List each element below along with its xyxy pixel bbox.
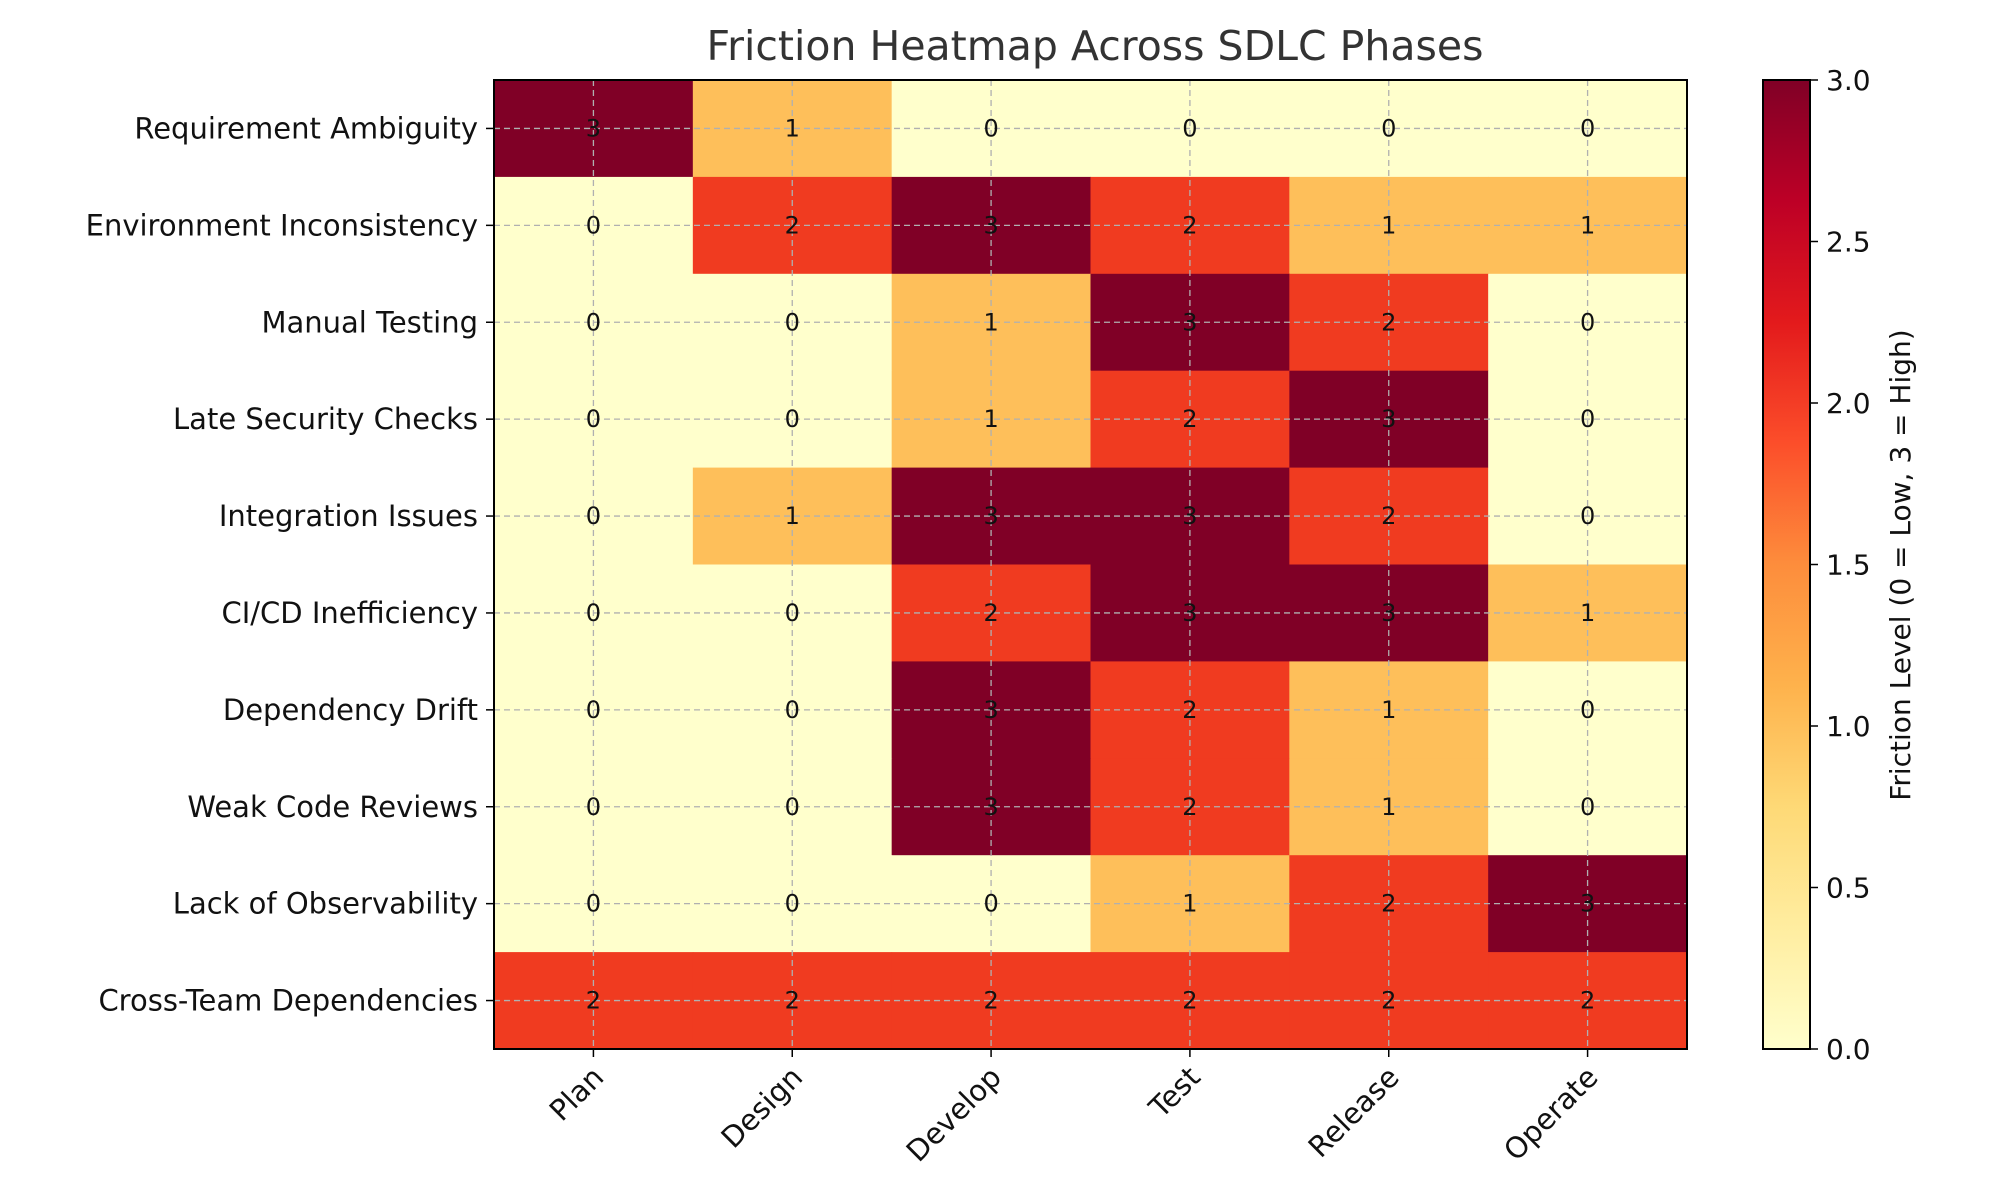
cell-value: 0 bbox=[1580, 793, 1595, 821]
cell-value: 1 bbox=[1381, 793, 1396, 821]
y-tick-label: Lack of Observability bbox=[173, 887, 478, 921]
colorbar-tick-label: 1.5 bbox=[1826, 549, 1871, 582]
y-tick-label: Dependency Drift bbox=[223, 693, 478, 727]
cell-value: 0 bbox=[785, 793, 800, 821]
cell-value: 3 bbox=[1381, 599, 1396, 627]
cell-value: 1 bbox=[1580, 211, 1595, 239]
x-tick-label: Operate bbox=[1497, 1060, 1604, 1167]
y-tick-label: Environment Inconsistency bbox=[86, 208, 478, 242]
y-axis: Requirement Ambiguity Environment Inconsi… bbox=[86, 111, 494, 1018]
cell-value: 0 bbox=[1381, 114, 1396, 142]
cell-value: 2 bbox=[1182, 211, 1197, 239]
colorbar-gradient bbox=[1762, 79, 1811, 1050]
cell-value: 3 bbox=[983, 502, 998, 530]
cell-value: 3 bbox=[1580, 890, 1595, 918]
cell-value: 2 bbox=[586, 987, 601, 1015]
y-tick-label: Requirement Ambiguity bbox=[134, 111, 478, 145]
cell-value: 1 bbox=[1381, 211, 1396, 239]
y-tick-label: Cross-Team Dependencies bbox=[98, 984, 478, 1018]
cell-value: 3 bbox=[983, 696, 998, 724]
x-tick-label: Test bbox=[1142, 1060, 1207, 1125]
colorbar-tick-label: 3.0 bbox=[1826, 64, 1871, 97]
colorbar-tick-label: 2.0 bbox=[1826, 387, 1871, 420]
cell-value: 2 bbox=[1182, 405, 1197, 433]
cell-value: 0 bbox=[586, 405, 601, 433]
cell-value: 3 bbox=[586, 114, 601, 142]
cell-value: 0 bbox=[1580, 502, 1595, 530]
cell-value: 2 bbox=[785, 211, 800, 239]
cell-value: 3 bbox=[1182, 502, 1197, 530]
cell-value: 2 bbox=[1381, 502, 1396, 530]
cell-value: 3 bbox=[1381, 405, 1396, 433]
y-tick-label: CI/CD Inefficiency bbox=[221, 596, 478, 630]
colorbar-ticks: 0.0 0.5 1.0 1.5 2.0 2.5 3.0 bbox=[1810, 64, 1871, 1066]
cell-value: 2 bbox=[1381, 987, 1396, 1015]
cell-value: 0 bbox=[785, 308, 800, 336]
cell-value: 2 bbox=[1381, 308, 1396, 336]
cell-value: 3 bbox=[983, 211, 998, 239]
colorbar-tick-label: 0.5 bbox=[1826, 872, 1871, 905]
colorbar-tick-label: 0.0 bbox=[1826, 1033, 1871, 1066]
x-axis: Plan Design Develop Test Release Operate bbox=[543, 1049, 1605, 1168]
cell-value: 3 bbox=[1182, 308, 1197, 336]
cell-value: 2 bbox=[1182, 696, 1197, 724]
cell-value: 0 bbox=[586, 502, 601, 530]
cell-value: 2 bbox=[1182, 987, 1197, 1015]
cell-value: 1 bbox=[785, 114, 800, 142]
cell-value: 0 bbox=[1182, 114, 1197, 142]
plot-frame bbox=[493, 79, 1688, 1050]
cell-value: 0 bbox=[1580, 114, 1595, 142]
cell-value: 0 bbox=[586, 308, 601, 336]
cell-value: 2 bbox=[785, 987, 800, 1015]
cell-value: 0 bbox=[586, 793, 601, 821]
cell-value: 0 bbox=[785, 696, 800, 724]
chart-title: Friction Heatmap Across SDLC Phases bbox=[707, 22, 1484, 70]
cell-value: 0 bbox=[586, 599, 601, 627]
cell-value: 3 bbox=[1182, 599, 1197, 627]
cell-value: 0 bbox=[983, 114, 998, 142]
colorbar-label: Friction Level (0 = Low, 3 = High) bbox=[1884, 329, 1917, 800]
cell-value: 0 bbox=[785, 599, 800, 627]
cell-value: 2 bbox=[983, 599, 998, 627]
x-tick-label: Develop bbox=[900, 1060, 1008, 1168]
cell-value: 0 bbox=[785, 890, 800, 918]
x-tick-label: Design bbox=[714, 1060, 809, 1155]
cell-value: 0 bbox=[1580, 405, 1595, 433]
cell-value: 3 bbox=[983, 793, 998, 821]
cell-value-labels: 3 1 0 0 0 0 0 2 3 2 1 1 0 0 1 3 2 0 0 0 1 2 3 0 0 1 3 3 2 0 0 0 2 3 3 1 0 0 3 2… bbox=[586, 114, 1595, 1014]
colorbar-tick-label: 2.5 bbox=[1826, 226, 1871, 259]
cell-value: 0 bbox=[785, 405, 800, 433]
x-tick-label: Plan bbox=[543, 1060, 611, 1128]
x-tick-label: Release bbox=[1302, 1060, 1406, 1164]
cell-value: 0 bbox=[1580, 696, 1595, 724]
cell-value: 1 bbox=[1381, 696, 1396, 724]
grid-lines bbox=[494, 80, 1687, 1049]
cell-value: 1 bbox=[983, 308, 998, 336]
cell-value: 2 bbox=[1182, 793, 1197, 821]
y-tick-label: Weak Code Reviews bbox=[187, 790, 478, 824]
cell-value: 0 bbox=[1580, 308, 1595, 336]
y-tick-label: Late Security Checks bbox=[173, 402, 478, 436]
colorbar: 0.0 0.5 1.0 1.5 2.0 2.5 3.0 Friction Level (0 … bbox=[1762, 64, 1917, 1066]
colorbar-tick-label: 1.0 bbox=[1826, 710, 1871, 743]
cell-value: 0 bbox=[586, 890, 601, 918]
cell-value: 0 bbox=[983, 890, 998, 918]
cell-value: 1 bbox=[1182, 890, 1197, 918]
y-tick-label: Manual Testing bbox=[261, 305, 478, 339]
cell-value: 2 bbox=[983, 987, 998, 1015]
cell-value: 2 bbox=[1580, 987, 1595, 1015]
cell-value: 1 bbox=[983, 405, 998, 433]
cell-value: 2 bbox=[1381, 890, 1396, 918]
cell-value: 0 bbox=[586, 696, 601, 724]
cell-value: 1 bbox=[1580, 599, 1595, 627]
cell-value: 1 bbox=[785, 502, 800, 530]
y-tick-label: Integration Issues bbox=[219, 499, 478, 533]
cell-value: 0 bbox=[586, 211, 601, 239]
